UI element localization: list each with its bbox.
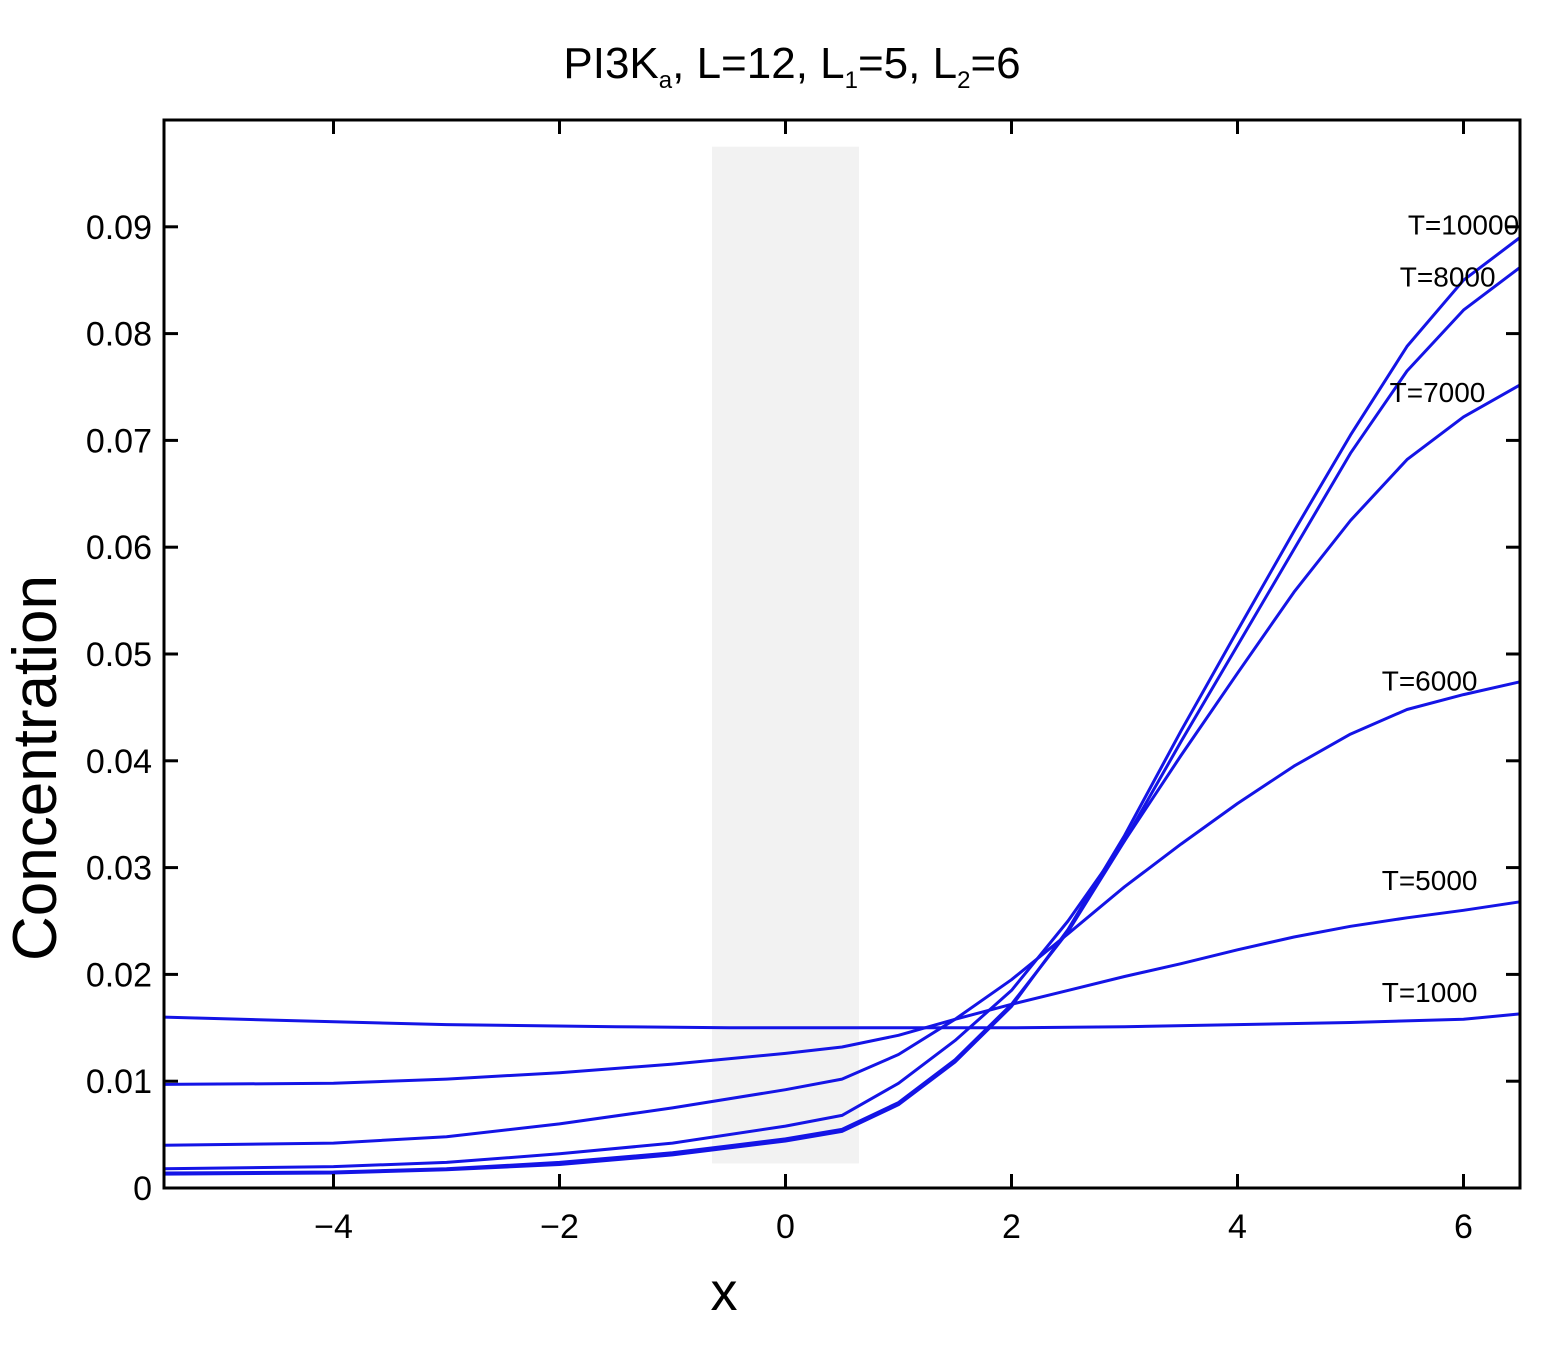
y-tick-label: 0.04 [86, 743, 152, 781]
title-sub-main: a [659, 67, 673, 94]
tick-layer: −4 −2 0 2 4 6 0 0.01 0.02 0.03 0.04 0.05 0.06 0.07 0.0… [86, 120, 1520, 1246]
series-line-t-1000 [163, 1012, 1521, 1030]
y-tick-label: 0.05 [86, 636, 152, 674]
title-part-1: , L=12, L [672, 39, 844, 88]
y-tick-label: 0.09 [86, 209, 152, 247]
y-tick-label: 0.08 [86, 316, 152, 354]
x-axis-label: x [711, 1262, 738, 1322]
title-part-main: PI3K [563, 39, 658, 88]
title-part-3: =6 [970, 39, 1020, 88]
series-label-t-8000: T=8000 [1400, 262, 1496, 293]
shaded-region [712, 146, 859, 1164]
title-sub-2: 2 [957, 67, 970, 94]
series-layer [163, 236, 1521, 1176]
y-tick-label: 0.03 [86, 850, 152, 888]
y-tick-label: 0.06 [86, 529, 152, 567]
series-label-t-7000: T=7000 [1390, 377, 1486, 408]
title-part-2: =5, L [858, 39, 957, 88]
y-tick-label: 0.02 [86, 956, 152, 994]
y-axis-label: Concentration [1, 575, 70, 961]
x-tick-label: 2 [1002, 1208, 1021, 1246]
x-tick-label: −4 [314, 1208, 353, 1246]
series-line-t-10000 [163, 236, 1521, 1176]
series-label-layer: T=10000 T=8000 T=7000 T=6000 T=5000 T=1000 [1382, 209, 1519, 1008]
y-tick-label: 0.07 [86, 422, 152, 460]
series-label-t-1000: T=1000 [1382, 977, 1478, 1008]
x-tick-label: 4 [1228, 1208, 1247, 1246]
y-tick-label: 0 [133, 1170, 152, 1208]
x-tick-label: −2 [540, 1208, 579, 1246]
chart-title: PI3Ka, L=12, L1=5, L2=6 [563, 39, 1020, 94]
x-tick-label: 6 [1454, 1208, 1473, 1246]
x-tick-label: 0 [776, 1208, 795, 1246]
series-line-t-6000 [163, 680, 1521, 1147]
series-label-t-5000: T=5000 [1382, 865, 1478, 896]
shaded-region-layer [712, 146, 859, 1164]
series-line-t-7000 [163, 383, 1521, 1171]
title-sub-1: 1 [845, 67, 858, 94]
series-label-t-10000: T=10000 [1408, 209, 1519, 240]
series-label-t-6000: T=6000 [1382, 665, 1478, 696]
y-tick-label: 0.01 [86, 1063, 152, 1101]
